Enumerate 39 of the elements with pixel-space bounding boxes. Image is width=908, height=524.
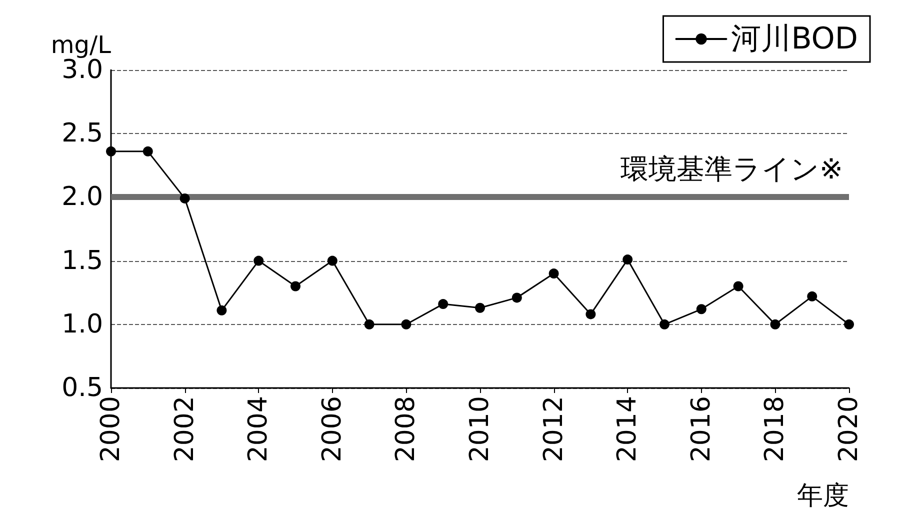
x-axis-title: 年度 xyxy=(797,481,849,511)
x-tick-label: 2010 xyxy=(465,396,495,462)
point xyxy=(733,281,744,292)
point xyxy=(401,319,412,330)
y-tick-label: 2.0 xyxy=(62,182,103,212)
point xyxy=(586,309,596,320)
x-tick-label: 2018 xyxy=(760,396,790,462)
point xyxy=(180,193,190,204)
point xyxy=(512,292,522,303)
x-tick-label: 2000 xyxy=(96,396,126,462)
point xyxy=(290,281,300,292)
x-tick-label: 2012 xyxy=(538,396,569,462)
point xyxy=(844,319,854,330)
point xyxy=(327,256,338,266)
point xyxy=(548,268,559,279)
legend-label: 河川BOD xyxy=(731,22,858,56)
point xyxy=(660,319,670,330)
point xyxy=(807,291,818,302)
point xyxy=(696,304,706,314)
x-tick-label: 2002 xyxy=(170,396,200,462)
y-tick-label: 1.0 xyxy=(62,309,103,340)
y-tick-label: 1.5 xyxy=(62,246,103,276)
ref-line-label: 環境基準ライン※ xyxy=(620,152,843,186)
point xyxy=(475,302,485,313)
x-tick-label: 2004 xyxy=(244,396,274,462)
point xyxy=(106,146,116,156)
x-tick-label: 2008 xyxy=(391,396,422,462)
x-tick-label: 2016 xyxy=(686,396,716,462)
point xyxy=(770,319,780,330)
y-tick-label: 2.5 xyxy=(62,118,103,149)
x-tick-label: 2014 xyxy=(612,396,643,462)
point xyxy=(142,146,153,156)
point xyxy=(438,299,448,310)
x-tick-label: 2020 xyxy=(834,396,864,462)
x-tick-label: 2006 xyxy=(317,396,348,462)
point xyxy=(216,305,227,316)
point xyxy=(622,254,633,265)
point xyxy=(364,319,374,330)
point xyxy=(254,256,264,266)
